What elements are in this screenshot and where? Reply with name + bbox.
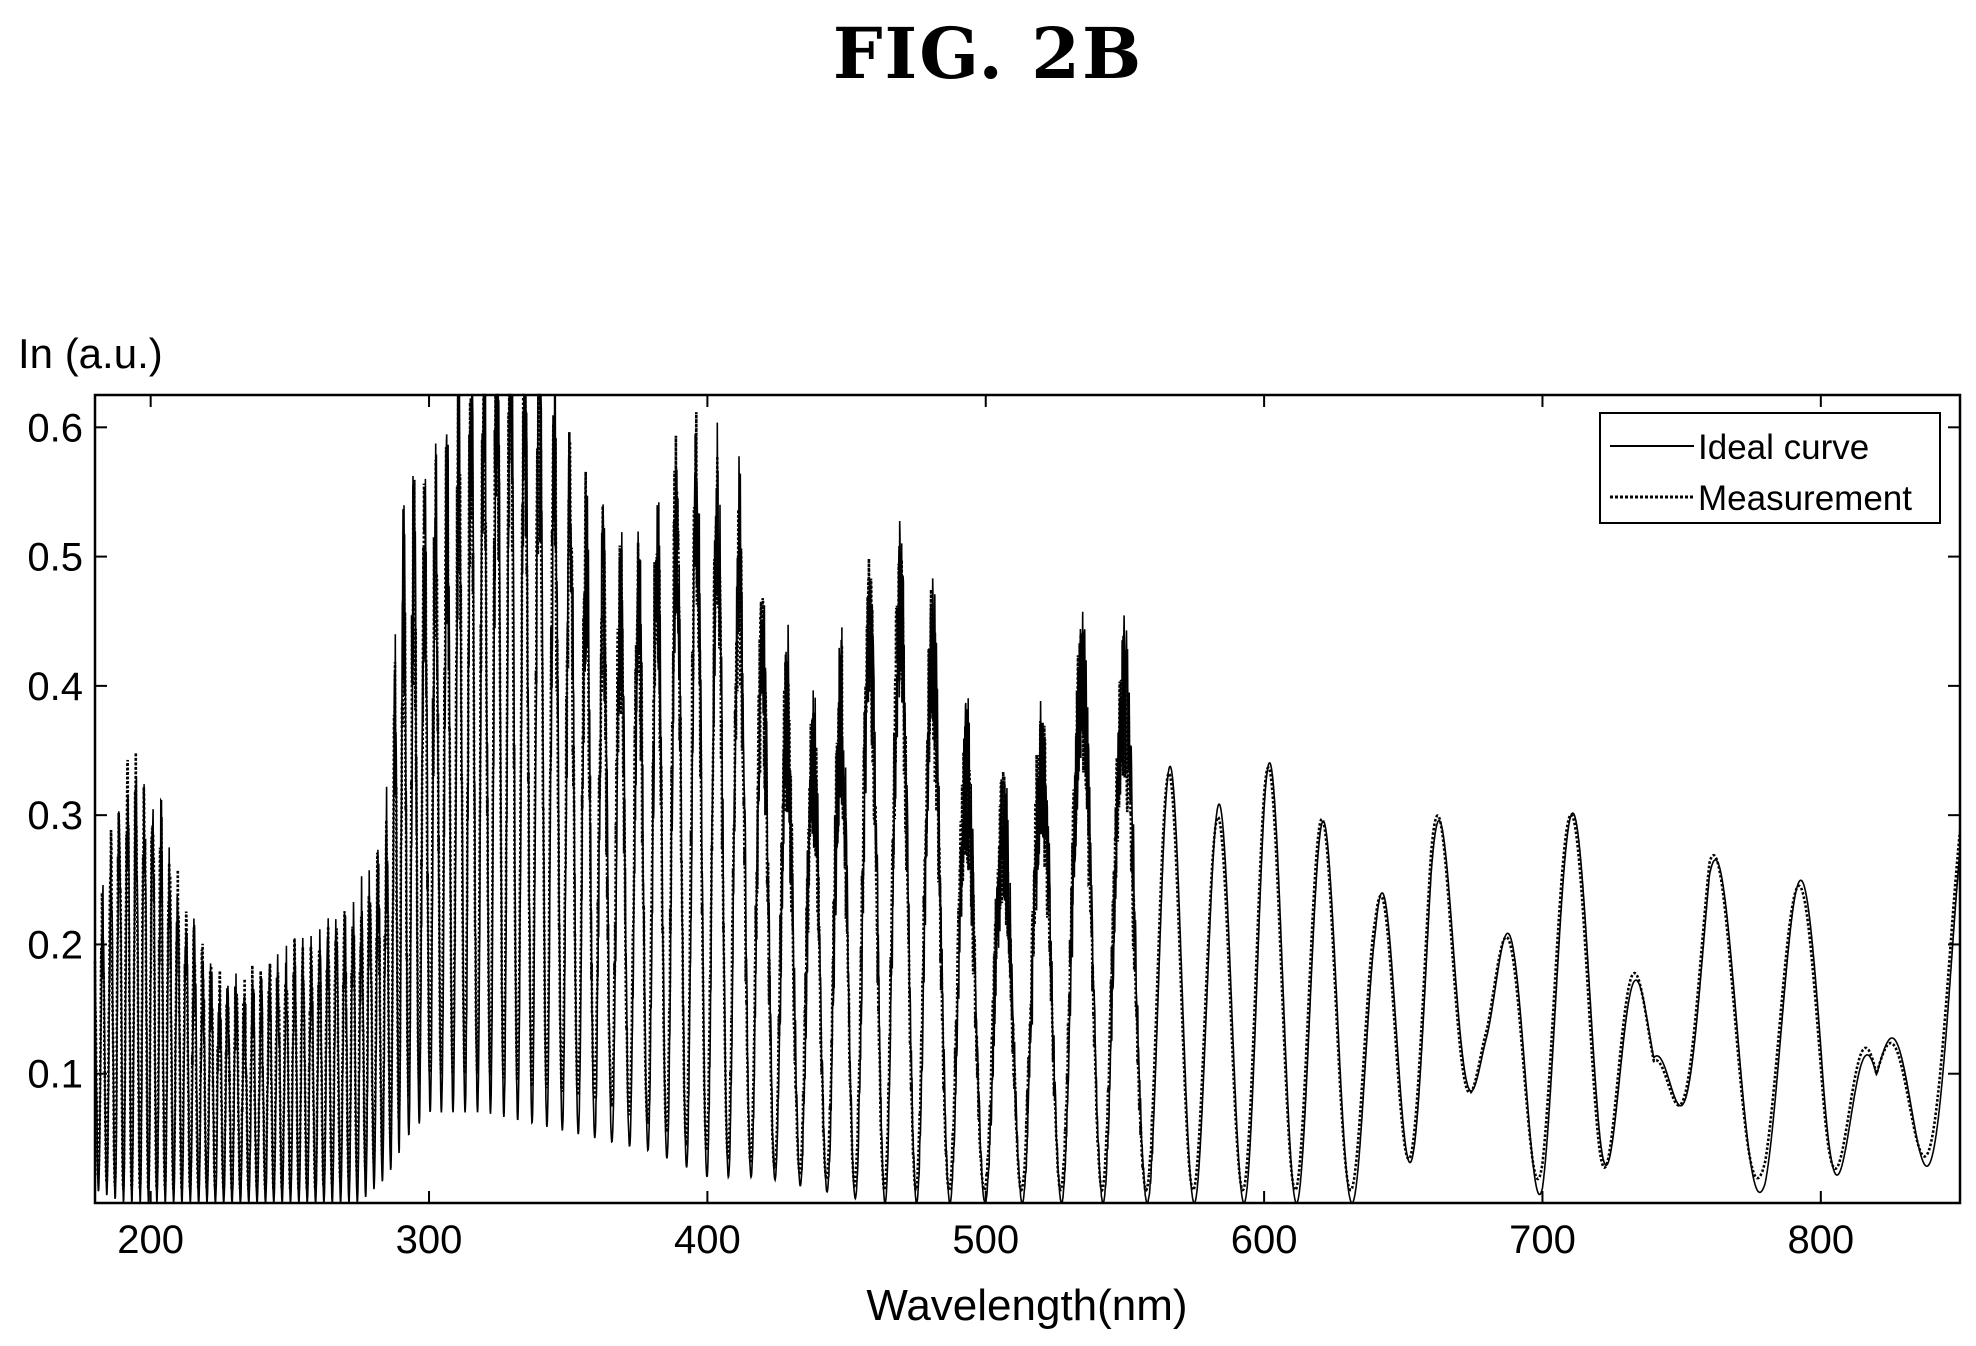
legend-label-ideal-curve: Ideal curve xyxy=(1698,428,1869,467)
x-axis-label: Wavelength(nm) xyxy=(866,1281,1187,1330)
y-tick-label: 0.6 xyxy=(27,406,83,450)
y-tick-label: 0.3 xyxy=(27,794,83,838)
x-tick-label: 800 xyxy=(1787,1218,1854,1262)
legend: Ideal curve Measurement xyxy=(1600,413,1940,523)
plot-area: 200 300 400 500 600 700 800 0.1 0.2 0.3 0.4 0.5 0.6 xyxy=(27,395,1960,1262)
x-tick-label: 500 xyxy=(952,1218,1019,1262)
x-tick-label: 600 xyxy=(1231,1218,1298,1262)
x-tick-label: 700 xyxy=(1509,1218,1576,1262)
y-tick-label: 0.2 xyxy=(27,923,83,967)
y-tick-label: 0.1 xyxy=(27,1053,83,1097)
x-tick-label: 400 xyxy=(674,1218,741,1262)
y-axis-label: In (a.u.) xyxy=(18,330,163,377)
y-tick-label: 0.4 xyxy=(27,665,83,709)
y-tick-label: 0.5 xyxy=(27,536,83,580)
x-tick-label: 300 xyxy=(396,1218,463,1262)
x-tick-label: 200 xyxy=(117,1218,184,1262)
legend-label-measurement: Measurement xyxy=(1698,479,1912,518)
